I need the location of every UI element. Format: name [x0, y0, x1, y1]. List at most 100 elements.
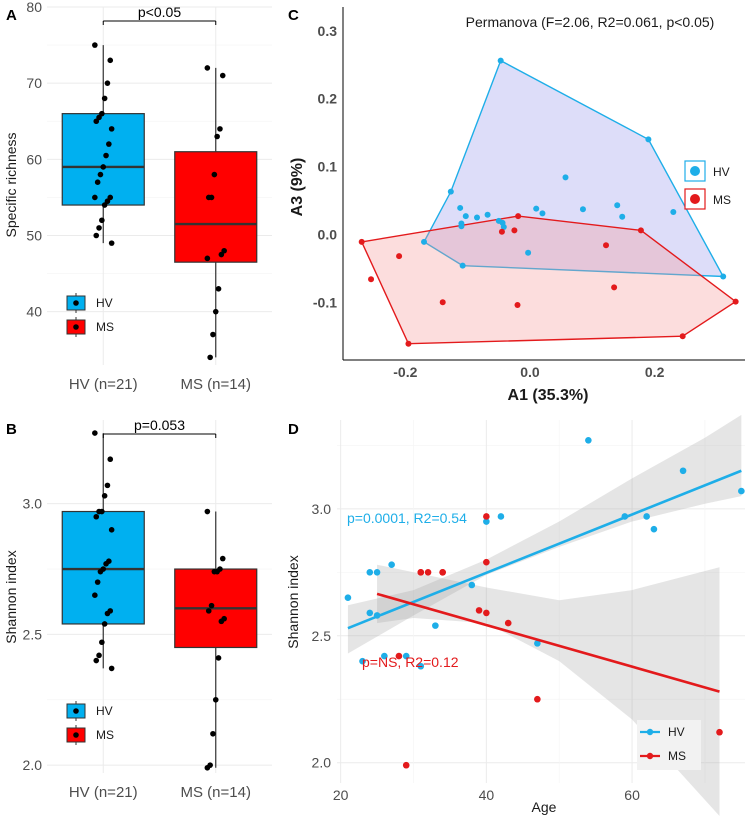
- data-point: [373, 569, 381, 576]
- x-tick-label: 0.2: [645, 364, 665, 380]
- data-point: [107, 57, 114, 64]
- data-point: [92, 42, 98, 48]
- data-point: [611, 284, 618, 291]
- legend-key-dot: [73, 708, 79, 714]
- data-point: [458, 223, 465, 230]
- data-point: [104, 610, 111, 617]
- data-point: [500, 223, 507, 230]
- y-axis-label: Shannon index: [285, 555, 301, 648]
- data-point: [562, 174, 569, 181]
- data-point: [447, 188, 454, 195]
- data-point: [514, 302, 521, 309]
- y-tick-label: 80: [26, 0, 42, 15]
- data-point: [97, 171, 104, 178]
- data-point: [366, 609, 374, 617]
- data-point: [395, 652, 403, 660]
- data-point: [210, 331, 216, 338]
- data-point: [101, 202, 108, 208]
- data-point: [93, 232, 100, 239]
- data-point: [359, 657, 366, 665]
- legend-label: MS: [96, 728, 114, 742]
- data-point: [483, 518, 490, 525]
- data-point: [483, 609, 490, 617]
- panel-label-d: D: [288, 421, 299, 438]
- data-point: [396, 253, 403, 260]
- data-point: [93, 657, 100, 664]
- data-point: [101, 493, 108, 499]
- data-point: [211, 171, 218, 178]
- y-tick-label: -0.1: [313, 294, 337, 310]
- data-point: [483, 558, 490, 566]
- y-tick-label: 0.1: [318, 159, 338, 175]
- data-point: [462, 213, 469, 220]
- data-point: [483, 513, 490, 520]
- y-tick-label: 2.5: [312, 628, 332, 644]
- legend-label: MS: [96, 320, 114, 334]
- legend-key-dot: [646, 728, 654, 736]
- chart-title: Permanova (F=2.06, R2=0.061, p<0.05): [466, 14, 715, 30]
- y-tick-label: 0.2: [318, 91, 338, 107]
- data-point: [439, 299, 446, 306]
- data-point: [100, 164, 107, 170]
- y-tick-label: 2.0: [312, 755, 332, 771]
- data-point: [93, 118, 100, 125]
- data-point: [603, 242, 610, 249]
- data-point: [498, 228, 505, 235]
- data-point: [108, 126, 115, 132]
- legend-key-dot: [646, 752, 654, 760]
- data-point: [103, 152, 109, 159]
- legend-key-dot: [73, 732, 79, 738]
- data-point: [402, 652, 410, 660]
- data-point: [457, 204, 464, 211]
- data-point: [405, 340, 412, 347]
- regression-line: [347, 469, 742, 630]
- x-tick-label: 0.0: [520, 364, 540, 380]
- legend-label: HV: [96, 296, 113, 310]
- data-point: [212, 308, 219, 315]
- data-point: [368, 276, 375, 283]
- data-point: [212, 696, 219, 703]
- regression-annotation: p=0.0001, R2=0.54: [347, 510, 467, 526]
- box: [174, 151, 258, 263]
- legend-label: MS: [713, 193, 731, 207]
- data-point: [533, 205, 540, 212]
- data-point: [643, 513, 650, 520]
- data-point: [103, 561, 109, 567]
- x-axis-label: A1 (35.3%): [508, 387, 589, 404]
- x-tick-label: MS (n=14): [181, 784, 251, 801]
- data-point: [358, 238, 365, 245]
- panel-d-regression: D Age Shannon index 2.0 2.5 3.0 20 40 60 p=0.0…: [285, 414, 745, 816]
- data-point: [96, 508, 102, 515]
- data-point: [204, 508, 211, 515]
- data-point: [101, 621, 108, 627]
- legend-label: HV: [713, 165, 730, 179]
- data-point: [94, 179, 101, 185]
- data-point: [219, 555, 226, 562]
- data-point: [637, 227, 644, 234]
- data-point: [108, 665, 115, 672]
- data-point: [214, 133, 220, 140]
- data-point: [96, 652, 102, 659]
- data-point: [108, 527, 115, 533]
- significance-label: p=0.053: [134, 417, 185, 433]
- data-point: [511, 227, 518, 234]
- data-point: [417, 662, 425, 670]
- data-point: [716, 728, 723, 736]
- data-point: [738, 487, 745, 495]
- regression-annotation: p=NS, R2=0.12: [362, 654, 459, 670]
- y-axis-label: A3 (9%): [289, 158, 306, 217]
- data-point: [424, 569, 432, 576]
- data-point: [106, 141, 112, 147]
- data-point: [732, 298, 739, 305]
- confidence-band: [347, 414, 742, 654]
- data-point: [219, 72, 226, 79]
- y-axis-label: Shannon index: [3, 550, 19, 643]
- data-point: [107, 456, 114, 463]
- data-point: [720, 273, 727, 280]
- data-point: [614, 202, 621, 209]
- data-point: [218, 251, 225, 258]
- significance-label: p<0.05: [138, 4, 181, 20]
- y-tick-label: 0.3: [318, 23, 338, 39]
- x-tick-label: -0.2: [393, 364, 417, 380]
- y-tick-label: 70: [26, 75, 42, 91]
